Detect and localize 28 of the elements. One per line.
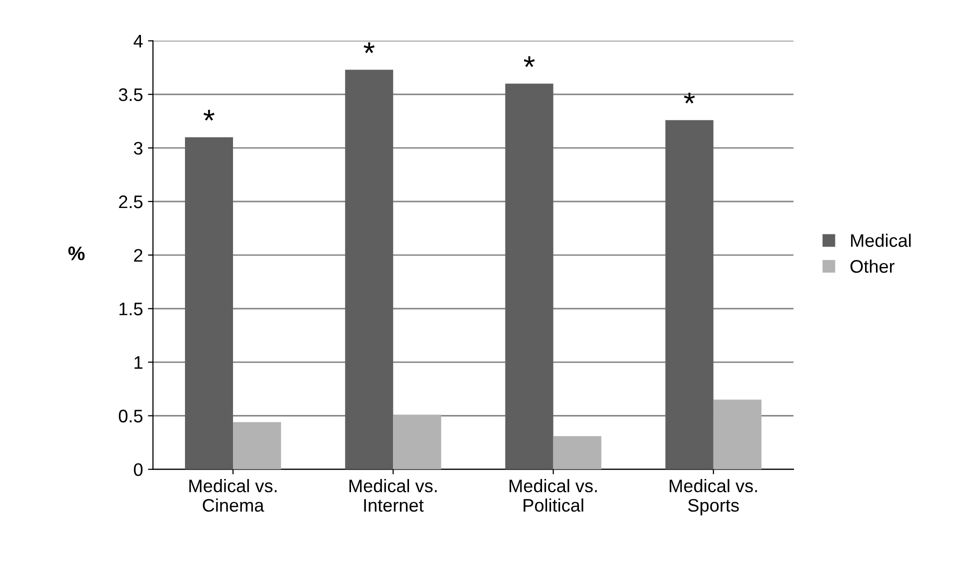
y-tick-label: 3.5 (118, 88, 142, 102)
y-axis-title: % (68, 246, 85, 260)
x-tick-label: Medical vs. Sports (670, 479, 757, 516)
y-tick-label: 1 (134, 356, 142, 369)
x-tick-label: Medical vs. Internet (349, 479, 437, 512)
bar (233, 422, 282, 470)
x-tick-label: Medical vs. Cinema (189, 479, 277, 512)
bar (553, 436, 602, 470)
y-tick-label: 2.5 (119, 195, 142, 208)
bar (665, 120, 714, 470)
y-tick-label: 2 (134, 248, 142, 262)
y-tick-label: 1.5 (120, 302, 142, 316)
y-tick-label: 4 (134, 34, 143, 48)
annotation: * (204, 110, 214, 121)
bar (393, 414, 442, 470)
y-tick-label: 0.5 (118, 410, 142, 422)
x-tick-label: Medical vs. Political (510, 479, 597, 512)
legend-label: Other (850, 260, 894, 273)
y-tick-label: 3 (134, 142, 142, 155)
bar (184, 137, 234, 470)
bar (345, 70, 394, 470)
bar (713, 400, 762, 470)
annotation: * (364, 42, 375, 54)
legend-label: Medical (851, 234, 911, 247)
annotation: * (524, 56, 535, 68)
y-tick-label: 0 (134, 463, 143, 476)
annotation: * (684, 92, 695, 104)
bar (505, 84, 554, 470)
